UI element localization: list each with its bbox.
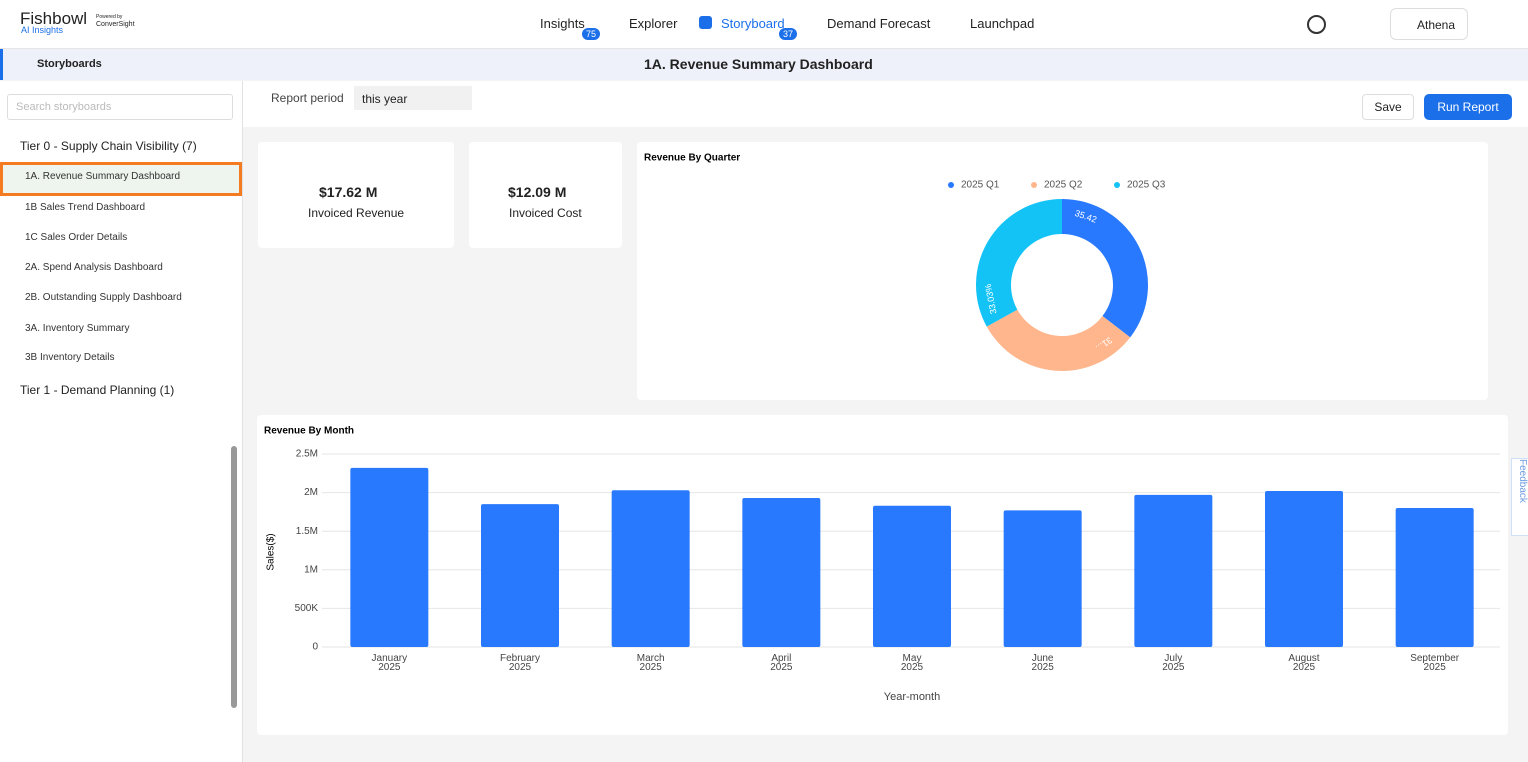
x-tick-label: January2025 [372,653,408,673]
x-tick-label: April2025 [770,653,793,673]
y-tick-label: 1.5M [296,526,318,537]
bar [1004,510,1082,647]
bar [1396,508,1474,647]
legend-marker [1114,182,1120,188]
x-tick-label: September2025 [1410,653,1460,673]
bar [481,504,559,647]
y-tick-label: 2M [304,487,318,498]
bar [1134,495,1212,647]
bar [1265,491,1343,647]
x-tick-label: March2025 [637,653,665,673]
legend-label: 2025 Q1 [961,180,1000,191]
legend-marker [1031,182,1037,188]
x-axis-title: Year-month [884,691,940,703]
x-tick-label: June2025 [1032,653,1055,673]
legend-label: 2025 Q2 [1044,180,1083,191]
bar [873,506,951,647]
y-axis-title: Sales($) [266,533,277,570]
bar [742,498,820,647]
x-tick-label: July2025 [1162,653,1185,673]
pie-slice [1062,199,1148,337]
y-tick-label: 2.5M [296,449,318,460]
bar [350,468,428,647]
chart-title: Revenue By Quarter [644,153,740,164]
legend-marker [948,182,954,188]
x-tick-label: May2025 [901,653,924,673]
y-tick-label: 1M [304,564,318,575]
chart-title: Revenue By Month [264,426,354,437]
bar [612,490,690,647]
y-tick-label: 0 [312,642,318,653]
x-tick-label: February2025 [500,653,540,673]
x-tick-label: August2025 [1288,653,1319,673]
legend-label: 2025 Q3 [1127,180,1166,191]
y-tick-label: 500K [295,603,319,614]
